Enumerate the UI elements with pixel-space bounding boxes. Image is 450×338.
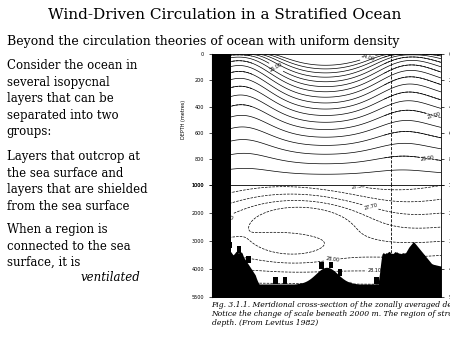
Text: 28.00: 28.00 xyxy=(325,257,340,263)
Bar xyxy=(274,277,278,284)
Text: 28.30: 28.30 xyxy=(413,295,427,300)
Text: Wind-Driven Circulation in a Stratified Ocean: Wind-Driven Circulation in a Stratified … xyxy=(48,8,402,22)
Bar xyxy=(246,257,251,263)
Text: 27.00: 27.00 xyxy=(427,111,441,120)
Bar xyxy=(212,54,231,186)
Text: 28.10: 28.10 xyxy=(367,268,381,273)
Text: Layers that outcrop at
the sea surface and
layers that are shielded
from the sea: Layers that outcrop at the sea surface a… xyxy=(7,150,148,213)
Text: Beyond the circulation theories of ocean with uniform density: Beyond the circulation theories of ocean… xyxy=(7,35,399,48)
Text: 26.00: 26.00 xyxy=(209,73,224,84)
Text: 25.00: 25.00 xyxy=(269,62,284,73)
Text: ventilated: ventilated xyxy=(81,271,141,284)
Bar xyxy=(283,277,287,284)
Text: 27.50: 27.50 xyxy=(351,183,365,190)
Bar xyxy=(328,262,333,268)
Bar xyxy=(411,253,416,260)
Bar xyxy=(420,255,425,262)
Bar xyxy=(320,263,324,269)
Text: 24.00: 24.00 xyxy=(360,53,375,62)
Text: 28.00: 28.00 xyxy=(420,155,434,162)
Text: 27.80: 27.80 xyxy=(219,211,234,222)
Text: When a region is
connected to the sea
surface, it is: When a region is connected to the sea su… xyxy=(7,223,130,269)
Text: 27.60: 27.60 xyxy=(210,192,225,200)
Text: 27.70: 27.70 xyxy=(363,203,378,211)
Bar xyxy=(374,277,379,284)
Text: Fig. 3.1.1. Meridional cross-section of the zonally averaged density field in th: Fig. 3.1.1. Meridional cross-section of … xyxy=(212,301,450,327)
Bar xyxy=(228,242,232,248)
Text: 27.90: 27.90 xyxy=(210,236,225,243)
Bar xyxy=(212,186,231,303)
Bar xyxy=(338,269,342,276)
Text: Consider the ocean in
several isopycnal
layers that can be
separated into two
gr: Consider the ocean in several isopycnal … xyxy=(7,59,137,138)
Text: 28.20: 28.20 xyxy=(338,282,352,287)
Y-axis label: DEPTH (metres): DEPTH (metres) xyxy=(181,100,186,139)
Bar xyxy=(237,246,241,253)
